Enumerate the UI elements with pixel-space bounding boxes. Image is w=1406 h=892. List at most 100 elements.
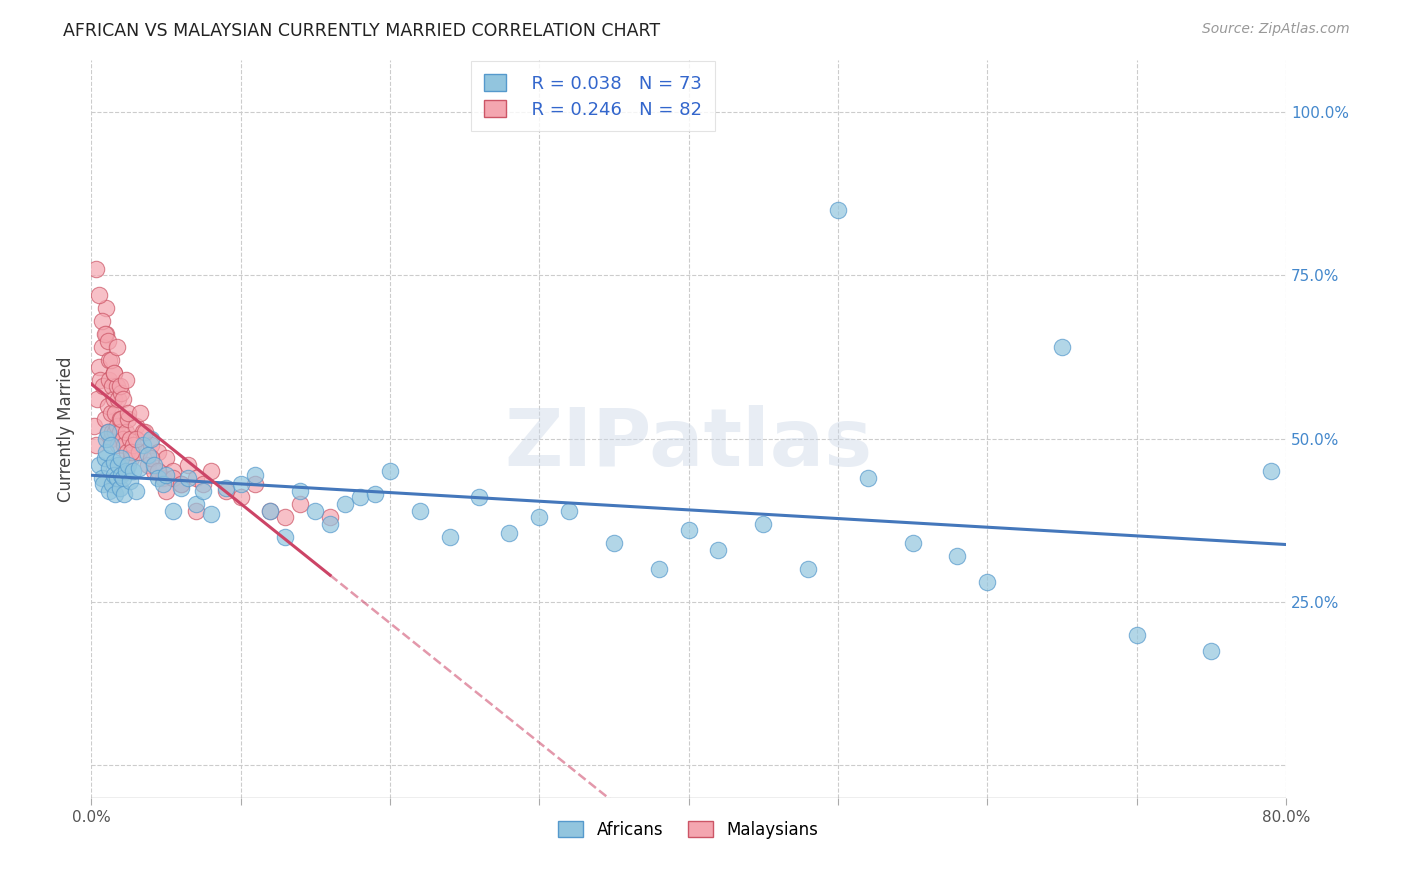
Point xyxy=(107,392,129,407)
Point xyxy=(349,491,371,505)
Point xyxy=(104,405,127,419)
Point xyxy=(319,510,342,524)
Point xyxy=(603,536,626,550)
Point xyxy=(128,461,150,475)
Point xyxy=(259,503,281,517)
Point xyxy=(152,477,174,491)
Point xyxy=(439,530,461,544)
Point xyxy=(148,471,170,485)
Text: AFRICAN VS MALAYSIAN CURRENTLY MARRIED CORRELATION CHART: AFRICAN VS MALAYSIAN CURRENTLY MARRIED C… xyxy=(63,22,661,40)
Point xyxy=(101,379,124,393)
Point xyxy=(97,425,120,439)
Point xyxy=(103,467,125,482)
Point xyxy=(529,510,551,524)
Point xyxy=(274,510,297,524)
Point xyxy=(797,562,820,576)
Point xyxy=(122,464,145,478)
Point xyxy=(94,432,117,446)
Point xyxy=(139,432,162,446)
Point xyxy=(97,399,120,413)
Legend: Africans, Malaysians: Africans, Malaysians xyxy=(551,814,825,846)
Point xyxy=(90,314,112,328)
Point xyxy=(94,327,117,342)
Point xyxy=(319,516,342,531)
Point xyxy=(108,379,131,393)
Point xyxy=(110,467,132,482)
Point xyxy=(86,392,108,407)
Point xyxy=(100,353,122,368)
Point xyxy=(103,367,125,381)
Point xyxy=(134,425,156,439)
Point xyxy=(90,471,112,485)
Point xyxy=(409,503,432,517)
Point xyxy=(827,202,849,217)
Point xyxy=(678,523,700,537)
Point xyxy=(100,405,122,419)
Point xyxy=(139,438,162,452)
Point xyxy=(114,464,136,478)
Point xyxy=(125,432,148,446)
Point xyxy=(558,503,581,517)
Point xyxy=(162,471,184,485)
Point xyxy=(148,444,170,458)
Point xyxy=(108,481,131,495)
Point xyxy=(83,418,105,433)
Point xyxy=(274,530,297,544)
Point xyxy=(498,526,520,541)
Point xyxy=(170,481,193,495)
Point xyxy=(112,438,135,452)
Point xyxy=(132,425,155,439)
Point xyxy=(946,549,969,564)
Point xyxy=(1050,340,1073,354)
Point xyxy=(91,379,114,393)
Point xyxy=(170,477,193,491)
Point xyxy=(100,438,122,452)
Point xyxy=(101,425,124,439)
Point xyxy=(162,503,184,517)
Point xyxy=(115,444,138,458)
Point xyxy=(103,367,125,381)
Point xyxy=(229,491,252,505)
Point xyxy=(103,392,125,407)
Point xyxy=(707,542,730,557)
Point xyxy=(105,418,128,433)
Point xyxy=(118,474,141,488)
Point xyxy=(110,412,132,426)
Point xyxy=(111,432,134,446)
Point xyxy=(468,491,491,505)
Point xyxy=(105,471,128,485)
Point xyxy=(97,425,120,439)
Point xyxy=(111,392,134,407)
Point xyxy=(87,288,110,302)
Point xyxy=(290,483,312,498)
Point xyxy=(91,477,114,491)
Point xyxy=(364,487,387,501)
Point xyxy=(155,483,177,498)
Point xyxy=(94,301,117,315)
Point xyxy=(89,373,111,387)
Point xyxy=(121,444,143,458)
Point xyxy=(103,454,125,468)
Point xyxy=(901,536,924,550)
Point xyxy=(136,448,159,462)
Point xyxy=(93,412,115,426)
Point xyxy=(101,477,124,491)
Text: Source: ZipAtlas.com: Source: ZipAtlas.com xyxy=(1202,22,1350,37)
Point xyxy=(108,425,131,439)
Point xyxy=(304,503,326,517)
Point xyxy=(214,481,236,495)
Point xyxy=(647,562,669,576)
Point xyxy=(112,487,135,501)
Point xyxy=(110,451,132,466)
Point xyxy=(132,438,155,452)
Point xyxy=(245,477,267,491)
Point xyxy=(177,471,200,485)
Point xyxy=(177,458,200,472)
Point xyxy=(93,327,115,342)
Point xyxy=(155,451,177,466)
Point xyxy=(142,464,165,478)
Point xyxy=(191,477,214,491)
Point xyxy=(136,458,159,472)
Point xyxy=(114,425,136,439)
Point xyxy=(117,412,139,426)
